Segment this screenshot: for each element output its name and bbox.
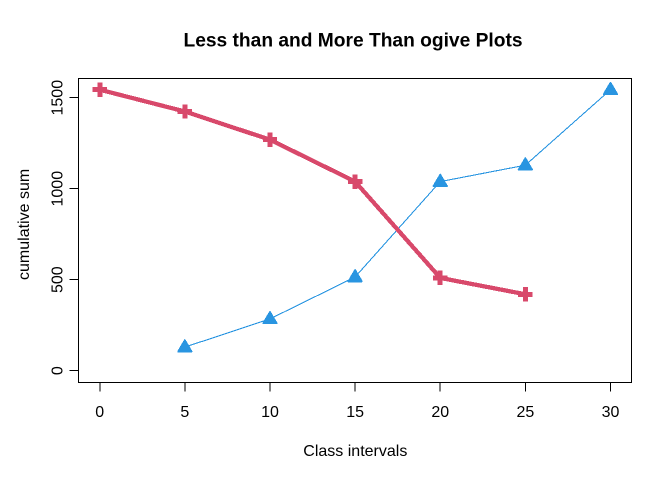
svg-text:10: 10 bbox=[261, 404, 279, 421]
svg-text:30: 30 bbox=[602, 404, 620, 421]
svg-text:5: 5 bbox=[180, 404, 189, 421]
svg-text:1000: 1000 bbox=[50, 171, 67, 207]
svg-text:0: 0 bbox=[95, 404, 104, 421]
svg-text:Less than and More Than ogive: Less than and More Than ogive Plots bbox=[183, 31, 522, 52]
svg-text:15: 15 bbox=[346, 404, 364, 421]
svg-text:Class intervals: Class intervals bbox=[303, 443, 407, 460]
svg-text:1500: 1500 bbox=[50, 80, 67, 116]
svg-text:25: 25 bbox=[516, 404, 534, 421]
svg-text:cumulative sum: cumulative sum bbox=[16, 169, 33, 280]
svg-text:500: 500 bbox=[50, 266, 67, 293]
svg-text:20: 20 bbox=[431, 404, 449, 421]
svg-text:0: 0 bbox=[50, 366, 67, 375]
